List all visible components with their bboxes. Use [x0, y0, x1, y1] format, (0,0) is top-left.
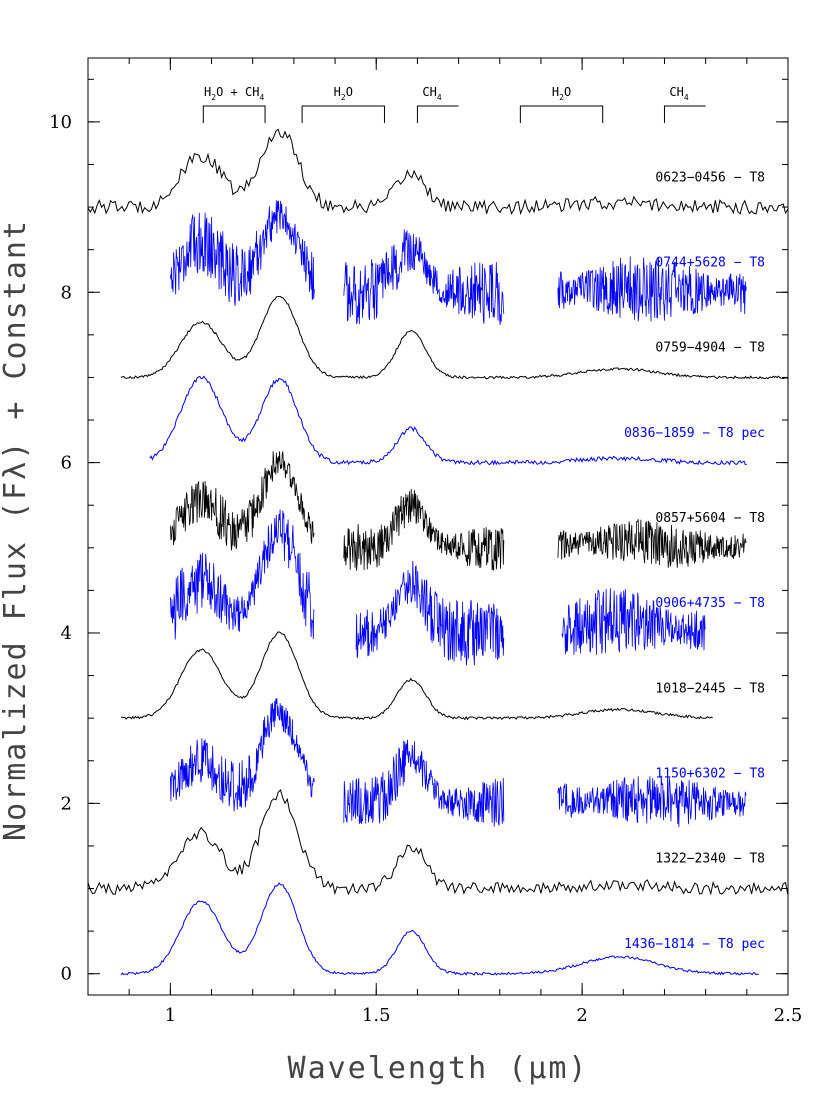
- band-label: H2O + CH4: [204, 85, 264, 102]
- y-axis-title: Normalized Flux (Fλ) + Constant: [0, 219, 33, 841]
- y-tick-label: 8: [61, 282, 72, 303]
- band-bracket: [202, 105, 266, 123]
- series-label: 0759−4904 − T8: [655, 341, 765, 356]
- spectrum-line: [170, 451, 747, 571]
- band-label: CH4: [669, 85, 688, 102]
- spectrum-line: [87, 789, 789, 896]
- y-tick-label: 6: [61, 453, 72, 474]
- band-label: H2O: [552, 85, 571, 102]
- x-tick-label: 2.5: [774, 1005, 803, 1026]
- spectrum-line: [149, 375, 747, 466]
- series-label: 1150+6302 − T8: [655, 767, 765, 782]
- series-label: 0906+4735 − T8: [655, 596, 765, 611]
- band-bracket: [416, 105, 459, 123]
- y-tick-label: 0: [61, 964, 72, 985]
- spectrum-line: [170, 509, 706, 666]
- spectrum-line: [170, 200, 747, 326]
- spectrum-line: [170, 698, 747, 828]
- spectra-group: [87, 128, 789, 976]
- series-label: 0857+5604 − T8: [655, 511, 765, 526]
- x-tick-label: 2: [576, 1005, 587, 1026]
- x-axis-title: Wavelength (μm): [288, 1051, 589, 1086]
- spectrum-line: [120, 295, 788, 380]
- band-bracket: [519, 105, 604, 123]
- series-label: 1018−2445 − T8: [655, 681, 765, 696]
- spectrum-line: [120, 882, 759, 976]
- x-tick-label: 1.5: [362, 1005, 391, 1026]
- series-label: 0836−1859 − T8 pec: [624, 426, 765, 441]
- series-labels-group: 0623−0456 − T8 0744+5628 − T8 0759−4904 − …: [624, 170, 765, 952]
- series-label: 1322−2340 − T8: [655, 852, 765, 867]
- band-labels-group: H2O + CH4 H2O CH4 H2O CH4: [202, 85, 706, 123]
- series-label: 0623−0456 − T8: [655, 170, 765, 185]
- band-bracket: [663, 105, 706, 123]
- y-tick-label: 2: [61, 793, 72, 814]
- band-label: CH4: [422, 85, 441, 102]
- plot-border: [87, 57, 789, 996]
- spectrum-line: [87, 128, 789, 216]
- band-bracket: [301, 105, 385, 123]
- axes-group: 1 1.5 2 2.5 0 2 4 6 8 10: [49, 58, 802, 1026]
- spectrum-line: [120, 631, 713, 721]
- y-tick-label: 10: [49, 112, 72, 133]
- series-label: 1436−1814 − T8 pec: [624, 937, 765, 952]
- band-label: H2O: [334, 85, 353, 102]
- y-tick-label: 4: [61, 623, 72, 644]
- x-tick-label: 1: [165, 1005, 176, 1026]
- plot-frame: [87, 57, 789, 996]
- series-label: 0744+5628 − T8: [655, 255, 765, 270]
